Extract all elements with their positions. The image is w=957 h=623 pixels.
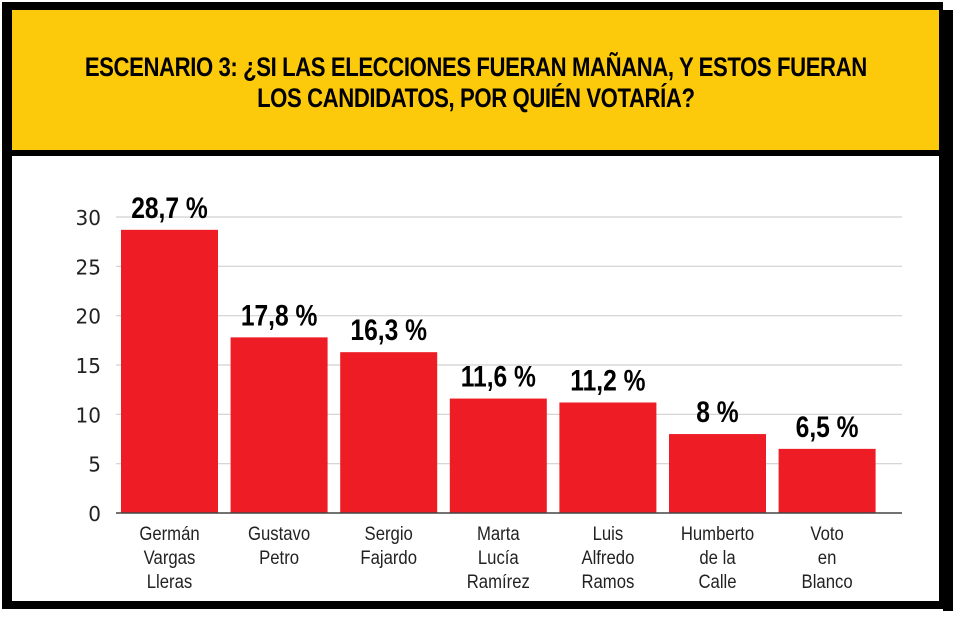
chart-title-line-1: ESCENARIO 3: ¿SI LAS ELECCIONES FUERAN M… bbox=[84, 52, 867, 82]
bar bbox=[121, 229, 218, 513]
data-label: 11,2 % bbox=[570, 363, 645, 397]
bar bbox=[778, 448, 876, 513]
x-category-label: Lleras bbox=[147, 571, 193, 592]
data-label: 16,3 % bbox=[350, 313, 427, 347]
y-tick-label: 10 bbox=[76, 403, 101, 427]
x-category-label: de la bbox=[699, 547, 735, 568]
y-tick-label: 15 bbox=[76, 354, 101, 378]
x-category-label: Blanco bbox=[802, 571, 853, 592]
bar bbox=[449, 398, 547, 513]
x-category-label: Alfredo bbox=[581, 547, 634, 568]
data-label: 17,8 % bbox=[241, 298, 318, 332]
y-tick-label: 30 bbox=[76, 206, 101, 230]
bar bbox=[559, 402, 657, 513]
x-category-label: Fajardo bbox=[360, 547, 417, 568]
chart-header: ESCENARIO 3: ¿SI LAS ELECCIONES FUERAN M… bbox=[12, 10, 939, 150]
y-tick-label: 25 bbox=[76, 255, 101, 279]
x-category-label: Humberto bbox=[681, 523, 754, 544]
x-category-label: Germán bbox=[139, 523, 199, 544]
x-category-label: Sergio bbox=[365, 523, 413, 544]
x-category-label: Marta bbox=[477, 523, 520, 544]
x-category-label: Vargas bbox=[144, 547, 196, 568]
x-category-label: Gustavo bbox=[248, 523, 310, 544]
x-category-label: Lucía bbox=[478, 547, 519, 568]
x-category-label: Luis bbox=[593, 523, 624, 544]
bar bbox=[230, 337, 328, 513]
chart-title-line-2: LOS CANDIDATOS, POR QUIÉN VOTARÍA? bbox=[256, 83, 695, 113]
x-category-label: Petro bbox=[259, 547, 299, 568]
y-tick-label: 5 bbox=[88, 453, 101, 477]
x-category-label: Calle bbox=[698, 571, 736, 592]
x-category-label: Ramírez bbox=[467, 571, 530, 592]
data-label: 11,6 % bbox=[461, 359, 536, 393]
frame-shadow bbox=[943, 10, 953, 611]
y-tick-label: 0 bbox=[88, 502, 101, 526]
data-label: 28,7 % bbox=[131, 190, 208, 224]
bar bbox=[669, 434, 766, 513]
chart-title: ESCENARIO 3: ¿SI LAS ELECCIONES FUERAN M… bbox=[85, 52, 867, 114]
y-tick-label: 20 bbox=[76, 305, 101, 329]
bar bbox=[340, 352, 438, 513]
x-category-label: Ramos bbox=[581, 571, 634, 592]
x-category-label: en bbox=[818, 547, 837, 568]
x-category-label: Voto bbox=[810, 523, 843, 544]
data-label: 8 % bbox=[696, 395, 738, 429]
data-label: 6,5 % bbox=[796, 410, 859, 444]
